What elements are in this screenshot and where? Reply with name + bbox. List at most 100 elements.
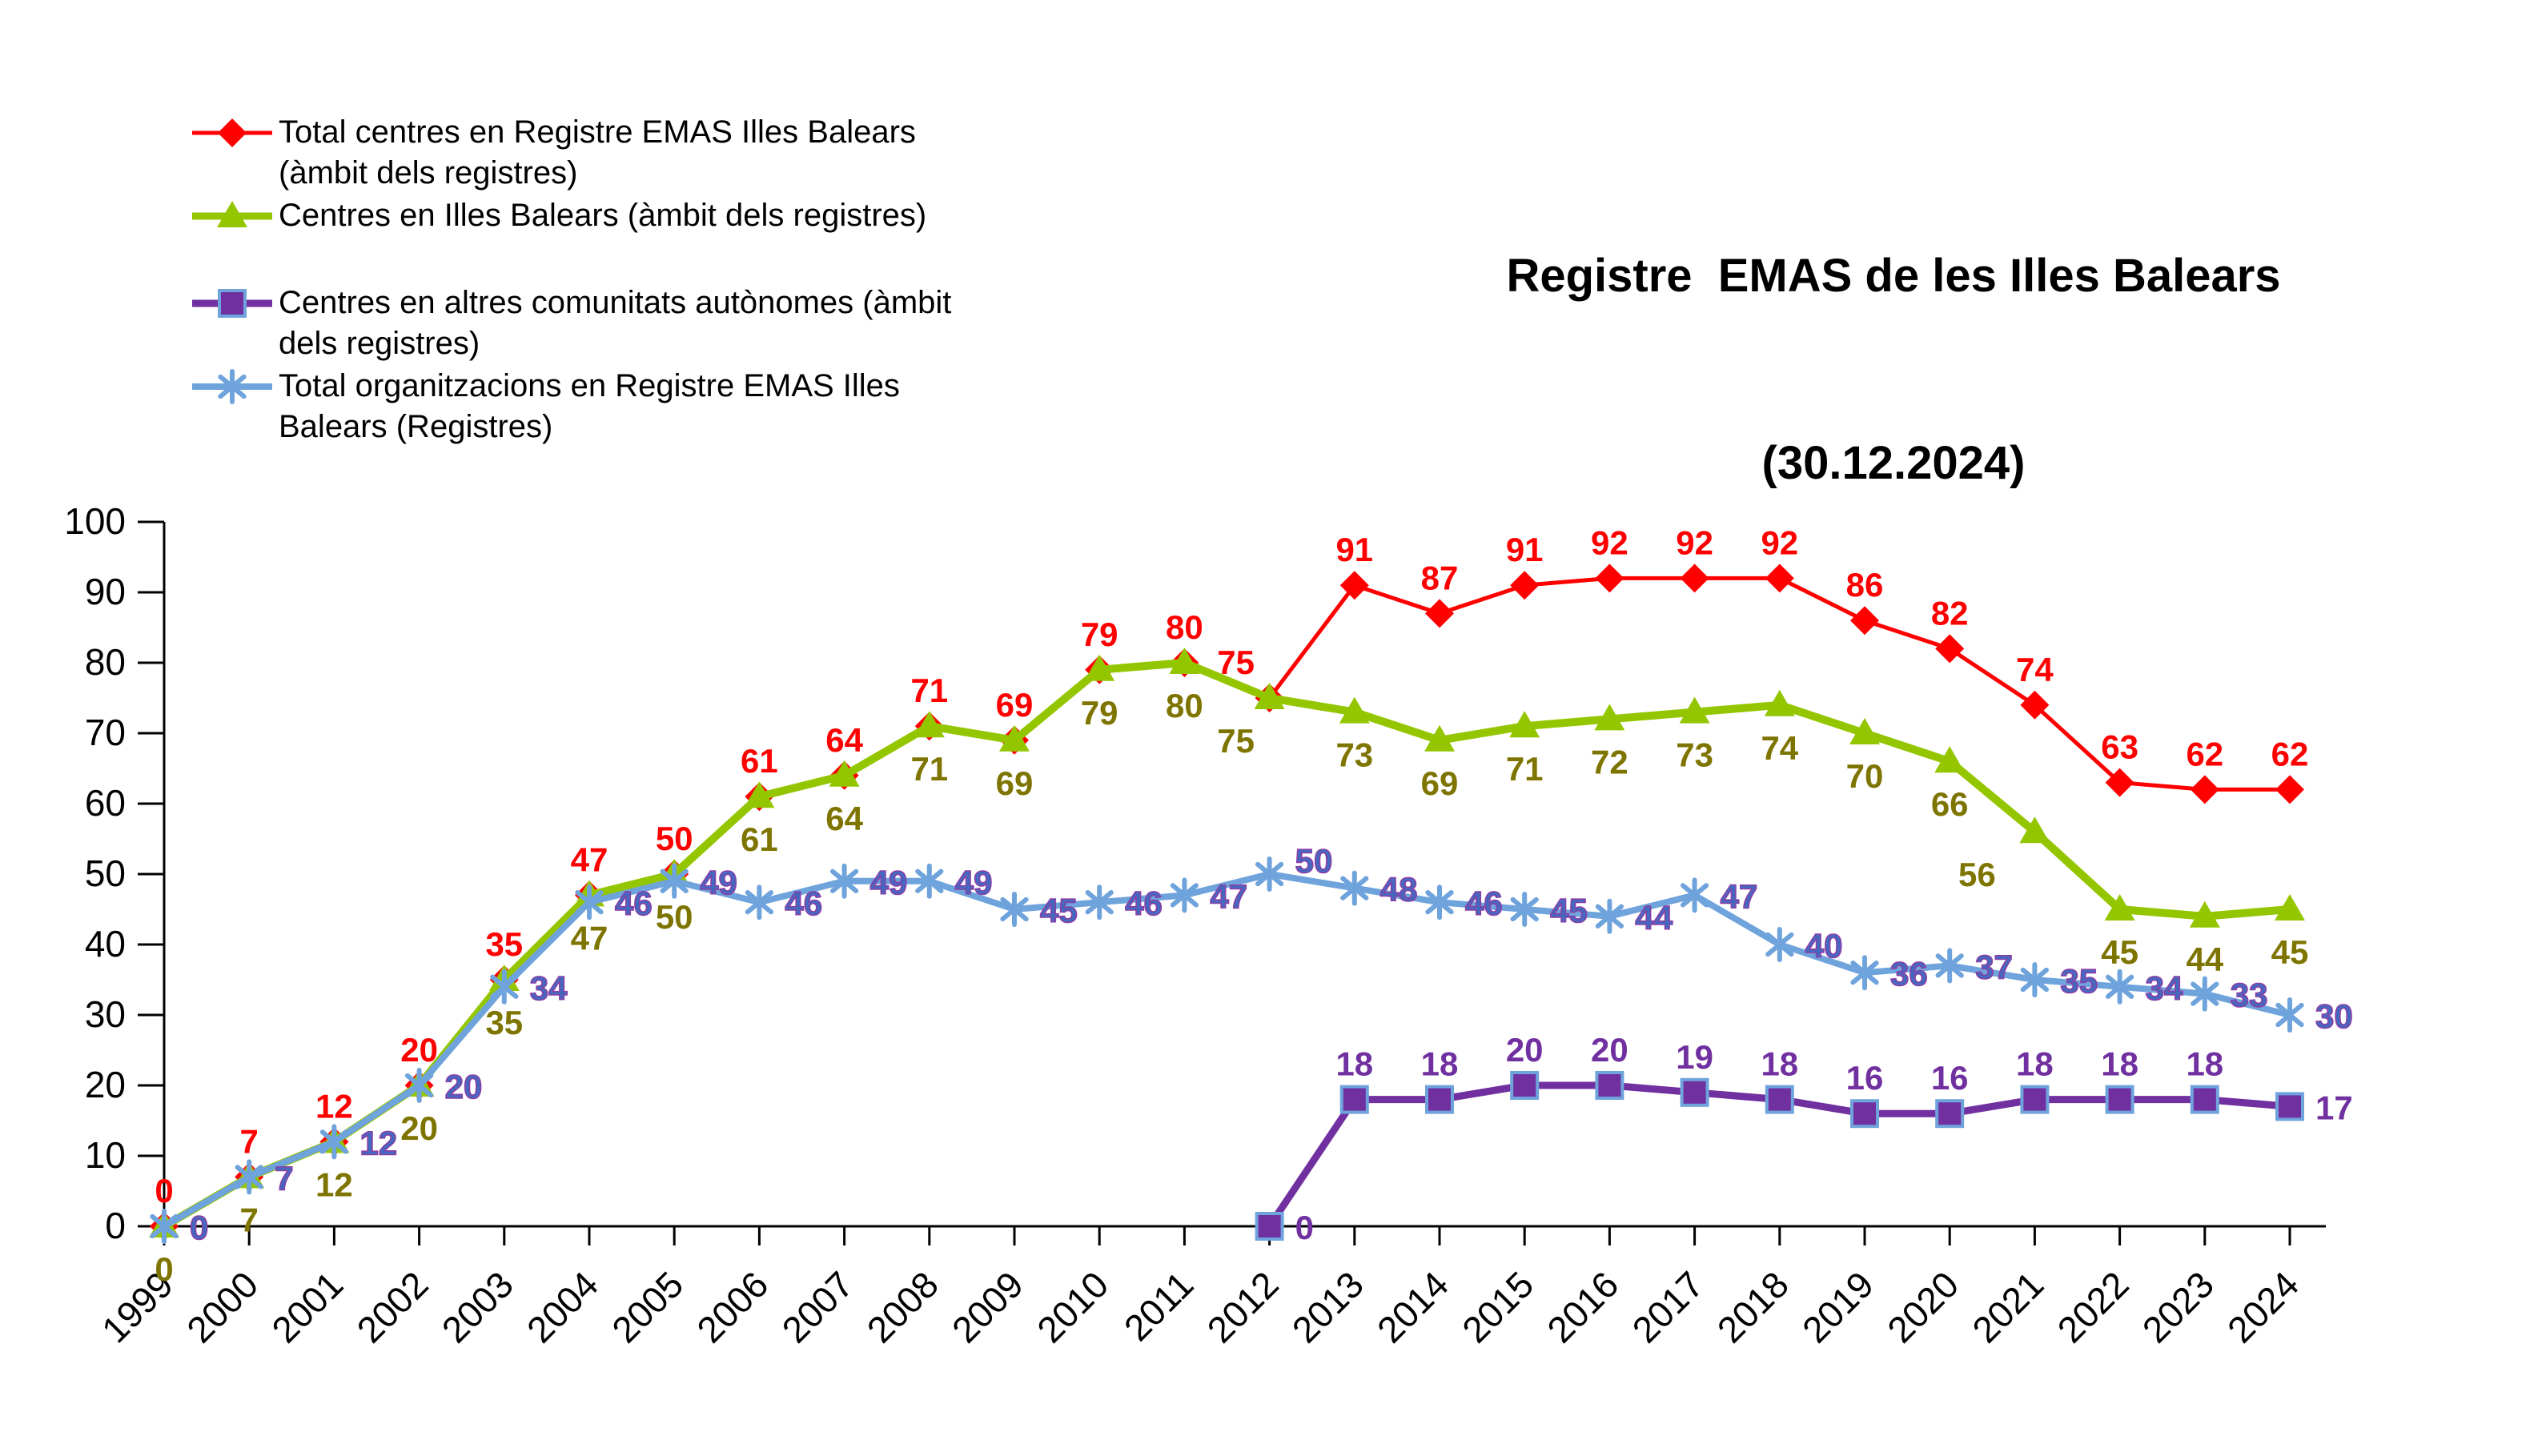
data-point-label: 49 xyxy=(955,864,993,901)
data-point-label: 18 xyxy=(1761,1045,1798,1083)
x-tick-label: 2010 xyxy=(1029,1263,1116,1350)
x-tick-label: 2021 xyxy=(1964,1263,2051,1350)
diamond-marker-icon xyxy=(1850,606,1879,636)
data-point-label: 20 xyxy=(1506,1031,1544,1069)
data-point-label: 69 xyxy=(1421,764,1459,802)
triangle-marker-icon xyxy=(2189,900,2220,928)
legend-item-label: Total organitzacions en Registre EMAS Il… xyxy=(279,366,900,447)
data-point-label: 74 xyxy=(2016,651,2054,688)
x-tick-label: 2018 xyxy=(1709,1263,1797,1350)
data-point-label: 36 xyxy=(1890,955,1928,993)
data-point-label: 34 xyxy=(2146,969,2183,1007)
data-point-label: 18 xyxy=(1421,1045,1459,1083)
asterisk-spoke xyxy=(404,1073,434,1098)
chart-title-line2: (30.12.2024) xyxy=(1761,437,2026,489)
data-point-label: 75 xyxy=(1217,644,1255,681)
asterisk-spoke xyxy=(1850,961,1879,985)
legend-item-label: Centres en Illes Balears (àmbit dels reg… xyxy=(279,195,926,236)
asterisk-spoke xyxy=(575,890,604,915)
data-point-label: 62 xyxy=(2271,735,2309,772)
data-point-label: 44 xyxy=(2186,941,2223,978)
asterisk-marker-icon xyxy=(1085,884,1114,921)
data-point-label: 64 xyxy=(825,800,863,837)
asterisk-marker-icon xyxy=(1255,856,1284,892)
asterisk-marker-icon xyxy=(660,863,689,899)
square-marker-icon xyxy=(2190,1085,2219,1114)
triangle-marker-icon xyxy=(1254,683,1285,709)
data-point-label: 69 xyxy=(996,764,1034,802)
data-point-label: 20 xyxy=(1591,1031,1628,1069)
x-tick-label: 2016 xyxy=(1539,1263,1626,1350)
triangle-marker-icon xyxy=(1934,746,1966,773)
asterisk-spoke xyxy=(1170,883,1199,908)
data-point-label: 62 xyxy=(2186,735,2223,772)
data-point-label: 46 xyxy=(615,884,653,922)
asterisk-spoke xyxy=(1000,896,1029,922)
asterisk-marker-icon xyxy=(575,884,604,921)
diamond-marker-icon xyxy=(2020,690,2050,720)
asterisk-marker-icon xyxy=(1510,892,1539,927)
data-point-label: 70 xyxy=(1846,757,1884,795)
asterisk-marker-icon xyxy=(218,369,247,404)
data-point-label: 92 xyxy=(1676,523,1713,561)
legend-label-line: (àmbit dels registres) xyxy=(279,155,578,191)
legend-item-triangle: Centres en Illes Balears (àmbit dels reg… xyxy=(191,195,1231,236)
legend-label-line: Centres en altres comunitats autònomes (… xyxy=(279,285,952,320)
asterisk-marker-icon xyxy=(1765,927,1794,962)
diamond-marker-icon xyxy=(1680,564,1709,593)
data-point-label: 46 xyxy=(1465,884,1503,922)
legend-label-line: Centres en Illes Balears (àmbit dels reg… xyxy=(279,198,927,233)
data-point-label: 37 xyxy=(1975,948,2013,985)
data-point-label: 71 xyxy=(910,672,948,709)
asterisk-marker-icon xyxy=(490,969,519,1005)
data-point-label: 91 xyxy=(1506,531,1544,568)
triangle-marker-icon xyxy=(999,724,1030,752)
legend-item-diamond: Total centres en Registre EMAS Illes Bal… xyxy=(191,112,1231,194)
asterisk-marker-icon xyxy=(1000,892,1029,927)
data-point-label: 87 xyxy=(1421,559,1459,596)
chart-title-line1: Registre EMAS de les Illes Balears xyxy=(1506,250,2281,302)
x-tick-label: 2006 xyxy=(689,1263,776,1350)
square-marker-icon xyxy=(1765,1085,1794,1114)
asterisk-marker-icon xyxy=(829,863,859,899)
series-line xyxy=(162,871,2291,1229)
triangle-marker-icon xyxy=(1679,696,1710,724)
y-tick-label: 10 xyxy=(85,1134,126,1176)
data-point-label: 47 xyxy=(571,840,608,878)
asterisk-marker-icon xyxy=(915,863,944,899)
asterisk-spoke xyxy=(2105,974,2134,999)
data-point-label: 47 xyxy=(1210,877,1247,915)
chart-title: Registre EMAS de les Illes Balears (30.1… xyxy=(1409,120,2378,620)
y-tick-label: 40 xyxy=(85,923,126,965)
data-point-label: 17 xyxy=(2315,1089,2353,1126)
x-tick-label: 2022 xyxy=(2050,1263,2137,1350)
diamond-marker-icon xyxy=(1339,571,1369,600)
data-point-label: 12 xyxy=(315,1087,353,1125)
asterisk-spoke xyxy=(745,890,774,915)
asterisk-spoke xyxy=(1510,896,1539,922)
data-point-label: 73 xyxy=(1335,736,1373,774)
data-point-label: 91 xyxy=(1335,531,1373,568)
x-tick-label: 2005 xyxy=(604,1263,691,1350)
y-tick-label: 90 xyxy=(85,571,126,612)
data-point-label: 86 xyxy=(1846,566,1884,604)
x-tick-label: 2011 xyxy=(1116,1263,1202,1349)
square-marker-icon xyxy=(1680,1077,1709,1107)
diamond-marker-icon xyxy=(218,118,247,147)
data-point-label: 16 xyxy=(1931,1059,1969,1097)
asterisk-spoke xyxy=(660,868,689,893)
triangle-marker-icon xyxy=(1339,696,1370,724)
x-tick-label: 2020 xyxy=(1879,1263,1966,1350)
data-point-label: 19 xyxy=(1676,1038,1713,1076)
data-point-label: 35 xyxy=(485,1004,523,1041)
asterisk-spoke xyxy=(1935,953,1964,978)
triangle-marker-icon xyxy=(1424,724,1455,752)
y-tick-label: 20 xyxy=(85,1064,126,1105)
series-line xyxy=(162,659,2291,1230)
asterisk-marker-icon xyxy=(1850,955,1879,991)
data-point-label: 63 xyxy=(2101,728,2138,766)
data-point-label: 46 xyxy=(785,884,822,922)
data-point-label: 72 xyxy=(1591,743,1628,780)
legend-label-line: Total organitzacions en Registre EMAS Il… xyxy=(279,368,900,403)
diamond-marker-icon xyxy=(1595,564,1624,593)
